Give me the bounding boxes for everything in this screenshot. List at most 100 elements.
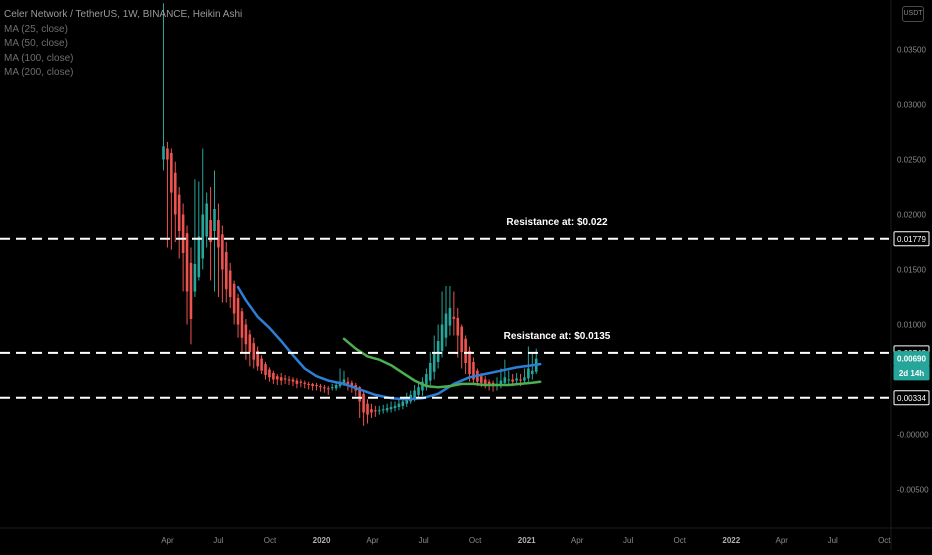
candle-body bbox=[177, 194, 181, 231]
indicator-ma-25[interactable]: MA (25, close) bbox=[4, 23, 68, 35]
candle-body bbox=[374, 410, 377, 412]
candle-body bbox=[252, 343, 256, 360]
time-tick-label: 2022 bbox=[722, 536, 740, 545]
price-tick-label: 0.01000 bbox=[897, 321, 926, 330]
ma-line-green bbox=[342, 337, 542, 389]
candle-body bbox=[221, 234, 224, 270]
candle-body bbox=[480, 376, 483, 383]
moving-averages-layer bbox=[236, 285, 542, 401]
price-tag-box bbox=[893, 390, 930, 406]
indicator-ma-200[interactable]: MA (200, close) bbox=[4, 67, 74, 78]
candle-body bbox=[307, 383, 310, 385]
price-tick-label: 0.02000 bbox=[897, 211, 926, 220]
candle-body bbox=[421, 381, 424, 391]
indicator-ma-100[interactable]: MA (100, close) bbox=[4, 52, 74, 64]
candle-body bbox=[330, 387, 334, 389]
resistance-layer: Resistance at: $0.022 Resistance at: $0.0… bbox=[0, 217, 889, 399]
price-tick-label: 0.03000 bbox=[897, 101, 926, 110]
candle-body bbox=[189, 262, 193, 319]
candle-body bbox=[295, 380, 299, 384]
price-tag-label: 0.00334 bbox=[897, 394, 926, 403]
candle-body bbox=[464, 338, 467, 363]
price-tick-label: 0.01500 bbox=[897, 266, 926, 275]
candle-body bbox=[264, 364, 267, 376]
candle-body bbox=[448, 308, 452, 326]
candle-body bbox=[213, 209, 216, 231]
time-tick-label: Jul bbox=[418, 536, 428, 545]
candle-body bbox=[472, 361, 475, 380]
time-tick-label: Jul bbox=[213, 536, 223, 545]
time-tick-label: Apr bbox=[161, 536, 174, 545]
candle-body bbox=[323, 387, 326, 389]
candle-body bbox=[397, 403, 401, 407]
candle-body bbox=[236, 298, 240, 325]
time-tick-label: Jul bbox=[828, 536, 838, 545]
candle-body bbox=[275, 376, 279, 380]
candle-body bbox=[511, 379, 514, 382]
candle-body bbox=[515, 378, 518, 381]
ma-line-blue bbox=[236, 285, 542, 401]
candle-body bbox=[346, 381, 350, 384]
time-tick-label: 2020 bbox=[313, 536, 331, 545]
price-tick-label: -0.00500 bbox=[897, 486, 929, 495]
time-tick-label: Apr bbox=[366, 536, 379, 545]
candle-body bbox=[385, 408, 389, 411]
symbol-title[interactable]: Celer Network / TetherUS, 1W, BINANCE, H… bbox=[4, 9, 243, 20]
candle-body bbox=[377, 410, 381, 412]
currency-button[interactable]: USDT bbox=[902, 6, 924, 22]
candle-body bbox=[366, 403, 369, 415]
candle-body bbox=[425, 374, 428, 387]
candle-body bbox=[432, 352, 436, 372]
candle-body bbox=[370, 409, 373, 413]
time-tick-label: 2021 bbox=[518, 536, 536, 545]
candle-body bbox=[303, 382, 307, 384]
price-tick-label: -0.00000 bbox=[897, 431, 929, 440]
candle-body bbox=[460, 326, 463, 352]
candle-body bbox=[362, 393, 365, 413]
price-tag-box bbox=[893, 365, 930, 381]
candle-body bbox=[162, 146, 165, 160]
indicator-ma-50[interactable]: MA (50, close) bbox=[4, 38, 68, 49]
candle-body bbox=[272, 372, 275, 380]
candle-body bbox=[170, 152, 173, 193]
price-tag-label: 2d 14h bbox=[899, 369, 924, 378]
candle-body bbox=[531, 370, 534, 374]
candle-body bbox=[193, 264, 197, 292]
candle-body bbox=[334, 385, 338, 389]
candle-body bbox=[499, 380, 503, 384]
candle-body bbox=[173, 172, 177, 215]
candle-body bbox=[209, 220, 212, 242]
time-tick-label: Apr bbox=[571, 536, 584, 545]
price-tag-label: 0.00690 bbox=[897, 355, 926, 364]
price-axis[interactable]: 0.03500 0.03000 0.02500 0.02000 0.01500 0.010… bbox=[897, 46, 929, 495]
candle-body bbox=[519, 379, 522, 381]
time-axis[interactable]: Apr Jul Oct 2020 Apr Jul Oct 2021 Apr Jul Oct 2022 A… bbox=[161, 536, 891, 545]
candle-body bbox=[444, 313, 448, 338]
candle-body bbox=[436, 341, 440, 362]
candle-body bbox=[181, 214, 185, 253]
candle-body bbox=[440, 324, 444, 351]
candle-body bbox=[413, 390, 416, 399]
candle-body bbox=[315, 385, 318, 387]
candle-body bbox=[228, 270, 232, 297]
time-tick-label: Apr bbox=[776, 536, 789, 545]
candle-body bbox=[393, 405, 397, 409]
price-tag-box bbox=[893, 231, 930, 247]
time-tick-label: Oct bbox=[264, 536, 277, 545]
candle-body bbox=[326, 388, 330, 390]
candle-body bbox=[240, 311, 244, 338]
time-tick-label: Oct bbox=[673, 536, 686, 545]
candle-body bbox=[244, 324, 248, 345]
price-tick-label: 0.02500 bbox=[897, 156, 926, 165]
candle-body bbox=[248, 334, 252, 352]
candle-body bbox=[311, 383, 314, 387]
candle-body bbox=[523, 377, 526, 381]
time-tick-label: Oct bbox=[469, 536, 482, 545]
candle-body bbox=[197, 236, 201, 278]
candle-body bbox=[456, 317, 460, 336]
candle-body bbox=[291, 379, 295, 382]
candle-body bbox=[417, 387, 420, 395]
